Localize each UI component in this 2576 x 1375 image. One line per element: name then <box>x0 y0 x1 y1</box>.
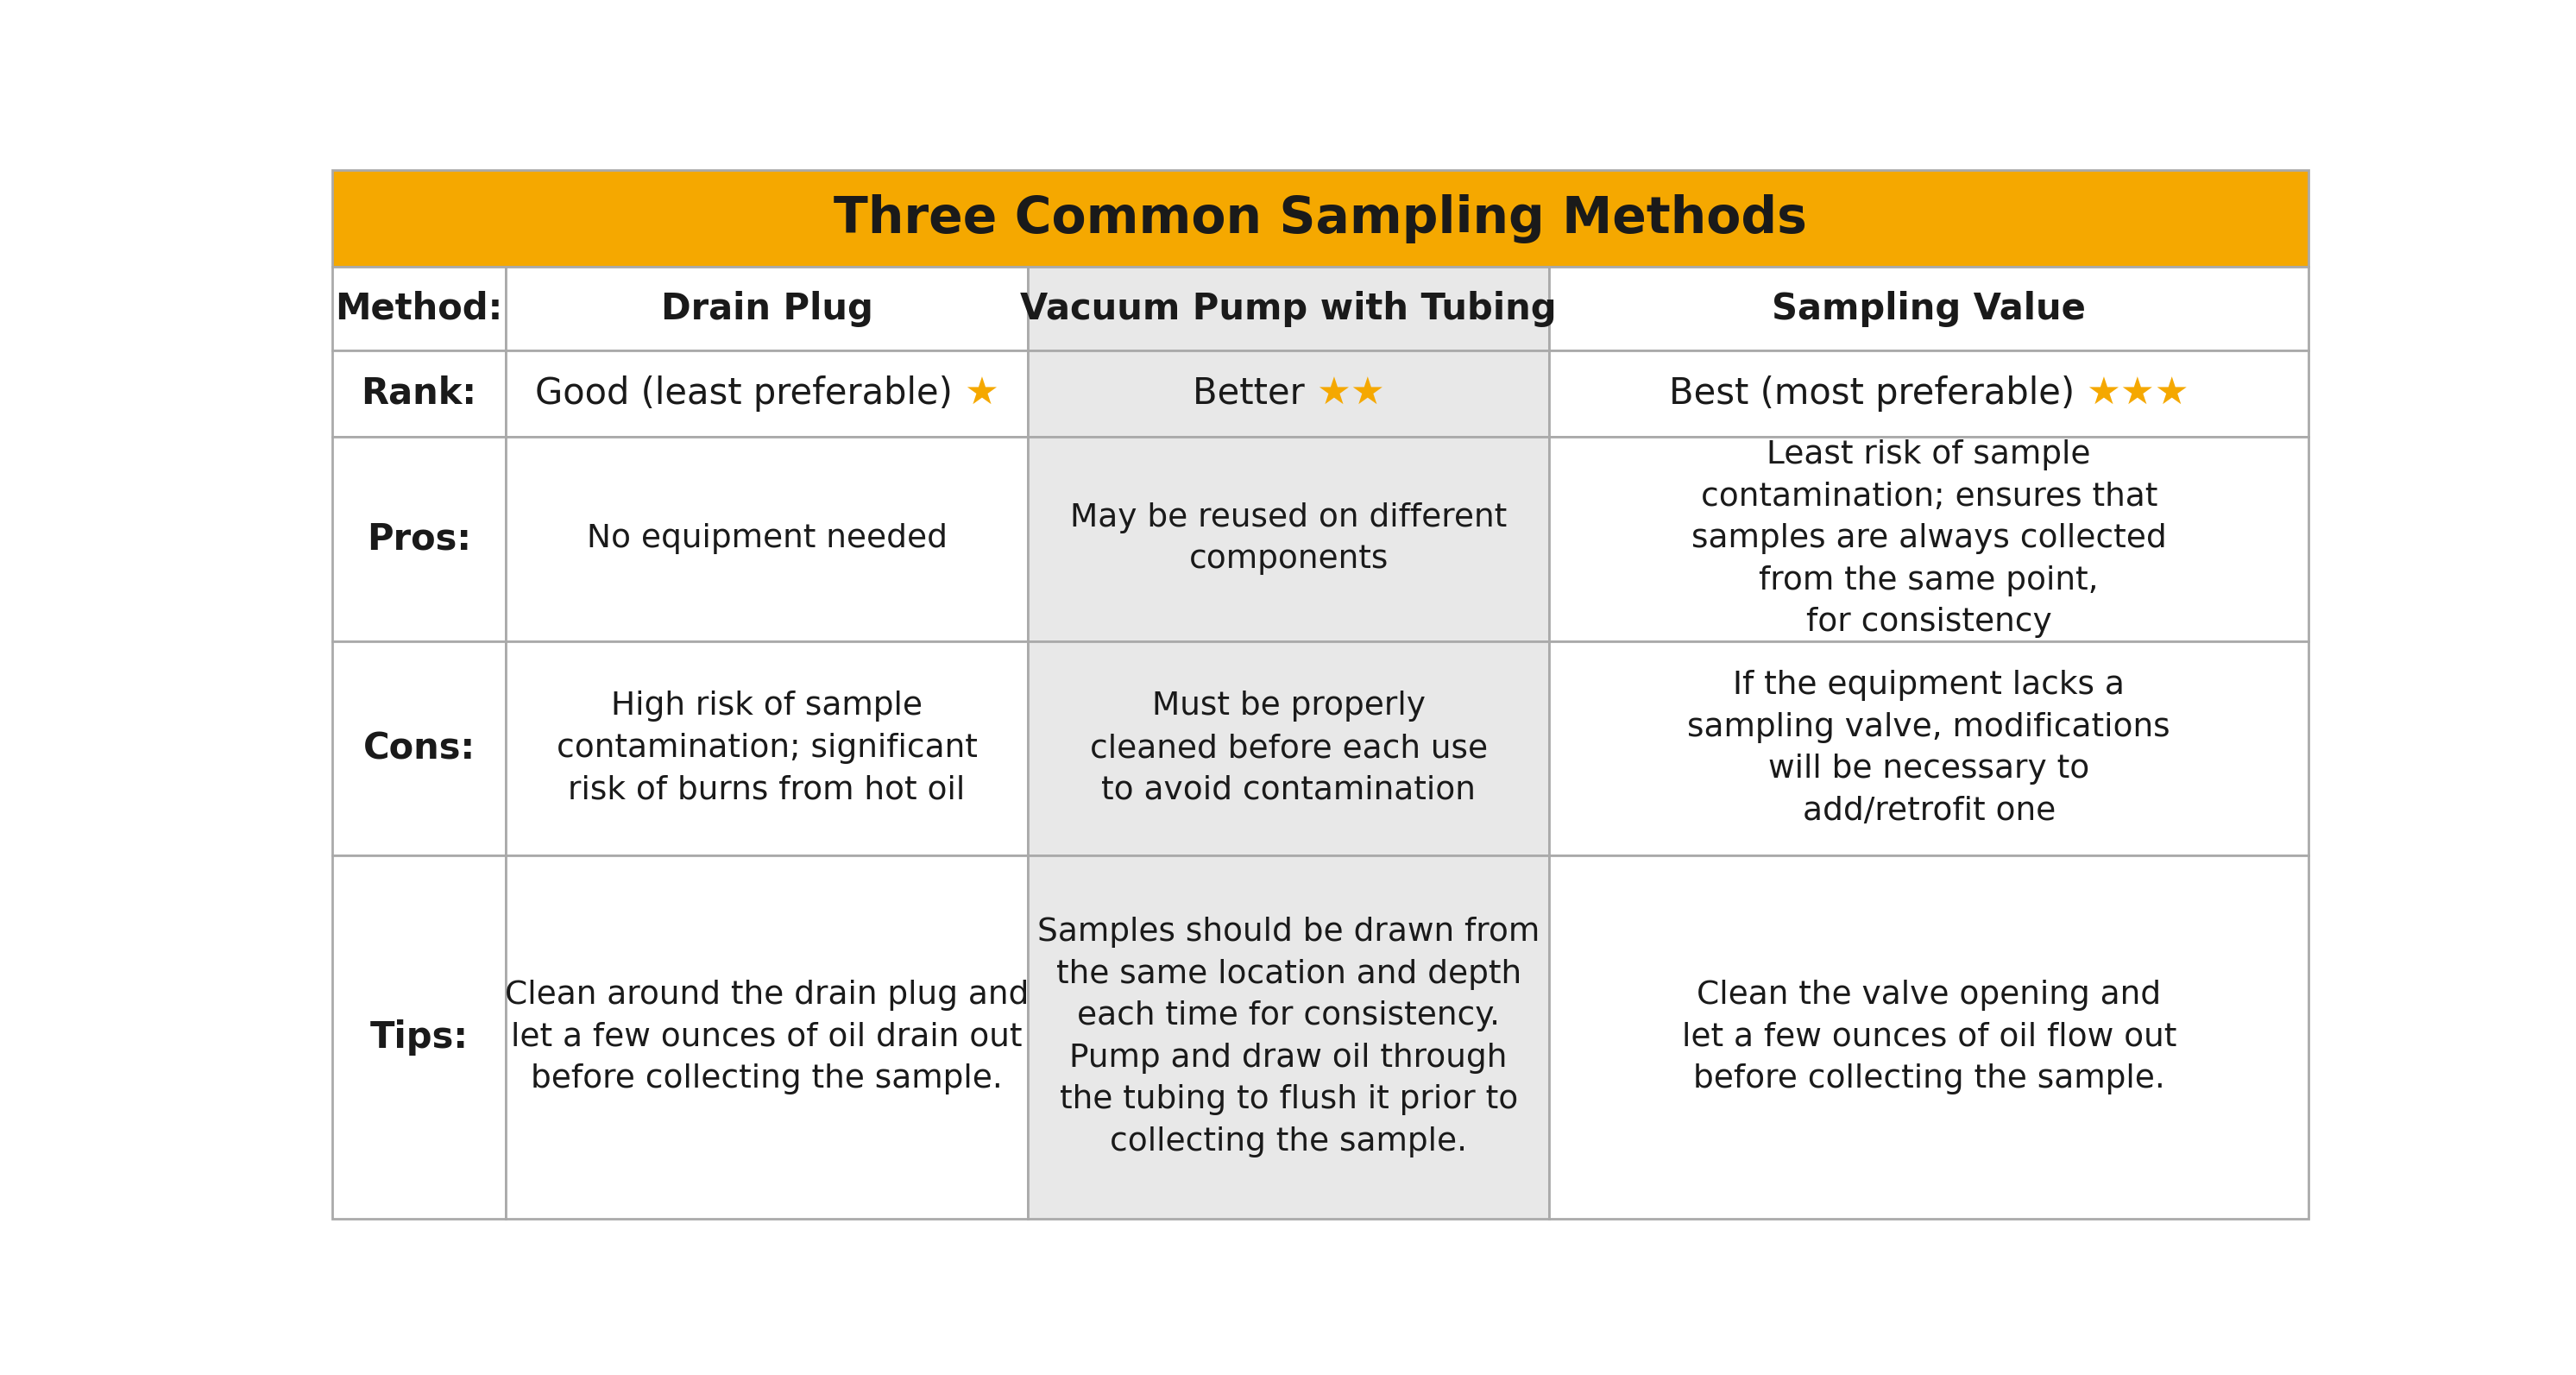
Text: Better: Better <box>1193 375 1316 411</box>
Text: Clean around the drain plug and
let a few ounces of oil drain out
before collect: Clean around the drain plug and let a fe… <box>505 979 1028 1094</box>
Text: Cons:: Cons: <box>363 730 474 766</box>
FancyBboxPatch shape <box>1028 855 1551 1218</box>
Text: Good (least preferable): Good (least preferable) <box>536 375 963 411</box>
Text: Three Common Sampling Methods: Three Common Sampling Methods <box>835 194 1806 243</box>
Text: Rank:: Rank: <box>361 375 477 411</box>
FancyBboxPatch shape <box>332 267 505 351</box>
FancyBboxPatch shape <box>1028 641 1551 855</box>
Text: ★★★: ★★★ <box>2087 375 2190 412</box>
FancyBboxPatch shape <box>1551 436 2308 641</box>
Text: Samples should be drawn from
the same location and depth
each time for consisten: Samples should be drawn from the same lo… <box>1038 917 1540 1158</box>
FancyBboxPatch shape <box>1551 267 2308 351</box>
Text: ★: ★ <box>963 375 999 412</box>
Text: Method:: Method: <box>335 290 502 327</box>
Text: Must be properly
cleaned before each use
to avoid contamination: Must be properly cleaned before each use… <box>1090 690 1486 806</box>
FancyBboxPatch shape <box>1028 351 1551 436</box>
Text: ★★: ★★ <box>1316 375 1386 412</box>
Text: May be reused on different
components: May be reused on different components <box>1069 502 1507 575</box>
Text: Pros:: Pros: <box>366 521 471 557</box>
FancyBboxPatch shape <box>1028 267 1551 351</box>
FancyBboxPatch shape <box>505 267 1028 351</box>
Text: If the equipment lacks a
sampling valve, modifications
will be necessary to
add/: If the equipment lacks a sampling valve,… <box>1687 670 2172 826</box>
FancyBboxPatch shape <box>332 436 505 641</box>
Text: Tips:: Tips: <box>371 1019 469 1055</box>
Text: Least risk of sample
contamination; ensures that
samples are always collected
fr: Least risk of sample contamination; ensu… <box>1692 439 2166 638</box>
FancyBboxPatch shape <box>1551 641 2308 855</box>
FancyBboxPatch shape <box>332 351 505 436</box>
Text: High risk of sample
contamination; significant
risk of burns from hot oil: High risk of sample contamination; signi… <box>556 690 976 806</box>
FancyBboxPatch shape <box>1028 436 1551 641</box>
Text: Sampling Value: Sampling Value <box>1772 290 2087 327</box>
Text: Best (most preferable): Best (most preferable) <box>1669 375 2087 411</box>
Text: Drain Plug: Drain Plug <box>659 290 873 327</box>
FancyBboxPatch shape <box>332 641 505 855</box>
FancyBboxPatch shape <box>1551 351 2308 436</box>
FancyBboxPatch shape <box>505 641 1028 855</box>
FancyBboxPatch shape <box>1551 855 2308 1218</box>
FancyBboxPatch shape <box>505 855 1028 1218</box>
Text: Clean the valve opening and
let a few ounces of oil flow out
before collecting t: Clean the valve opening and let a few ou… <box>1682 979 2177 1094</box>
FancyBboxPatch shape <box>505 351 1028 436</box>
Text: No equipment needed: No equipment needed <box>587 522 948 554</box>
FancyBboxPatch shape <box>332 170 2308 267</box>
FancyBboxPatch shape <box>505 436 1028 641</box>
Text: Vacuum Pump with Tubing: Vacuum Pump with Tubing <box>1020 290 1556 327</box>
FancyBboxPatch shape <box>332 855 505 1218</box>
